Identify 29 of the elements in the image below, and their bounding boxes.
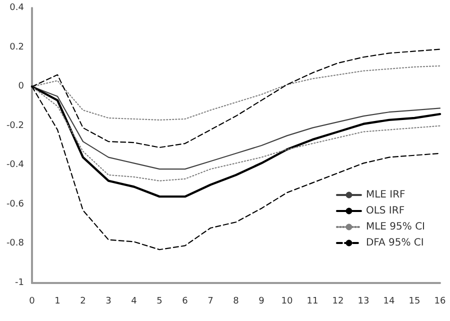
x-tick-label: 10	[281, 296, 293, 306]
y-tick-label: -0.4	[6, 160, 24, 170]
y-tick-label: -0.8	[6, 238, 24, 249]
x-tick-label: 0	[29, 296, 36, 306]
x-tick-label: 16	[434, 296, 446, 306]
y-tick-label: 0	[18, 82, 24, 92]
y-tick-label: 0.2	[10, 42, 24, 52]
x-tick-label: 3	[106, 296, 112, 306]
legend-label: MLE IRF	[366, 190, 406, 200]
x-tick-label: 2	[80, 296, 86, 306]
y-tick-label: -1	[15, 278, 24, 288]
legend-label: MLE 95% CI	[366, 222, 426, 232]
x-tick-label: 6	[182, 296, 188, 306]
x-tick-label: 4	[131, 296, 138, 306]
x-tick-label: 8	[233, 296, 240, 306]
legend-label: OLS IRF	[366, 206, 405, 216]
y-tick-label: -0.2	[6, 120, 24, 131]
x-tick-label: 15	[408, 296, 420, 306]
y-tick-label: 0.4	[10, 3, 24, 13]
x-tick-label: 11	[306, 296, 318, 306]
x-tick-label: 9	[258, 296, 265, 306]
x-tick-label: 13	[358, 296, 370, 306]
x-tick-label: 7	[208, 296, 214, 306]
x-tick-label: 12	[332, 296, 344, 306]
legend-label: DFA 95% CI	[366, 238, 424, 248]
x-tick-label: 5	[156, 296, 162, 306]
x-tick-label: 1	[54, 296, 60, 306]
y-tick-label: -0.6	[6, 199, 24, 210]
x-tick-label: 14	[383, 296, 395, 306]
